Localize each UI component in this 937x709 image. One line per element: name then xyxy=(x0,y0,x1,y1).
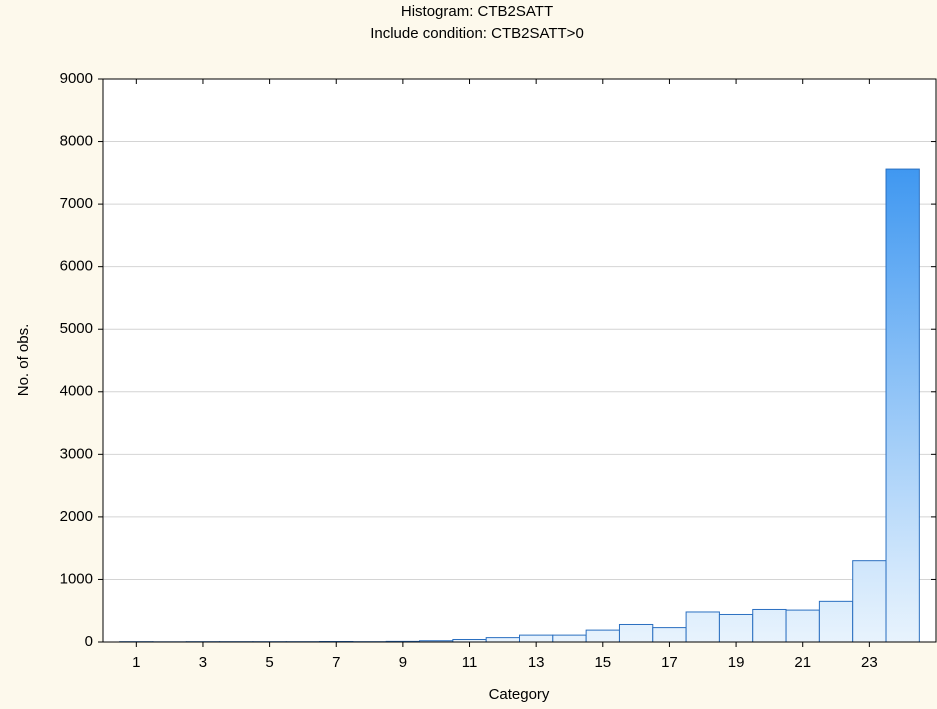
bar xyxy=(818,600,854,643)
x-tick-label: 3 xyxy=(199,654,207,671)
x-tick-label: 23 xyxy=(861,654,878,671)
bar xyxy=(552,634,587,643)
x-tick-label: 15 xyxy=(594,654,611,671)
bar xyxy=(585,629,620,643)
y-tick-label: 6000 xyxy=(60,258,93,275)
bar xyxy=(752,608,787,643)
bar xyxy=(519,634,554,643)
x-tick-label: 17 xyxy=(661,654,678,671)
x-tick-label: 7 xyxy=(332,654,340,671)
x-tick-label: 13 xyxy=(528,654,545,671)
plot-area xyxy=(103,79,936,642)
x-tick-label: 11 xyxy=(462,654,478,671)
y-tick-label: 9000 xyxy=(60,70,93,87)
bar xyxy=(718,613,754,643)
y-tick-label: 8000 xyxy=(60,133,93,150)
y-axis-label: No. of obs. xyxy=(15,324,32,397)
y-tick-label: 5000 xyxy=(60,320,93,337)
y-tick-label: 7000 xyxy=(60,195,93,212)
x-tick-label: 9 xyxy=(399,654,407,671)
bar xyxy=(485,637,520,643)
y-tick-label: 3000 xyxy=(60,445,93,462)
x-tick-label: 1 xyxy=(132,654,140,671)
x-axis-label: Category xyxy=(489,686,550,703)
chart-subtitle: Include condition: CTB2SATT>0 xyxy=(370,25,584,42)
bar xyxy=(785,609,820,643)
x-tick-label: 19 xyxy=(728,654,745,671)
bar xyxy=(685,611,720,643)
bar xyxy=(652,627,687,643)
y-tick-label: 4000 xyxy=(60,383,93,400)
y-tick-label: 1000 xyxy=(60,570,93,587)
plot-frame xyxy=(102,78,937,643)
x-tick-label: 21 xyxy=(794,654,811,671)
bar xyxy=(885,168,920,643)
bar xyxy=(618,623,654,643)
chart-title: Histogram: CTB2SATT xyxy=(401,3,553,20)
bar xyxy=(852,560,887,643)
y-tick-label: 2000 xyxy=(60,508,93,525)
x-tick-label: 5 xyxy=(265,654,273,671)
y-tick-label: 0 xyxy=(85,633,93,650)
